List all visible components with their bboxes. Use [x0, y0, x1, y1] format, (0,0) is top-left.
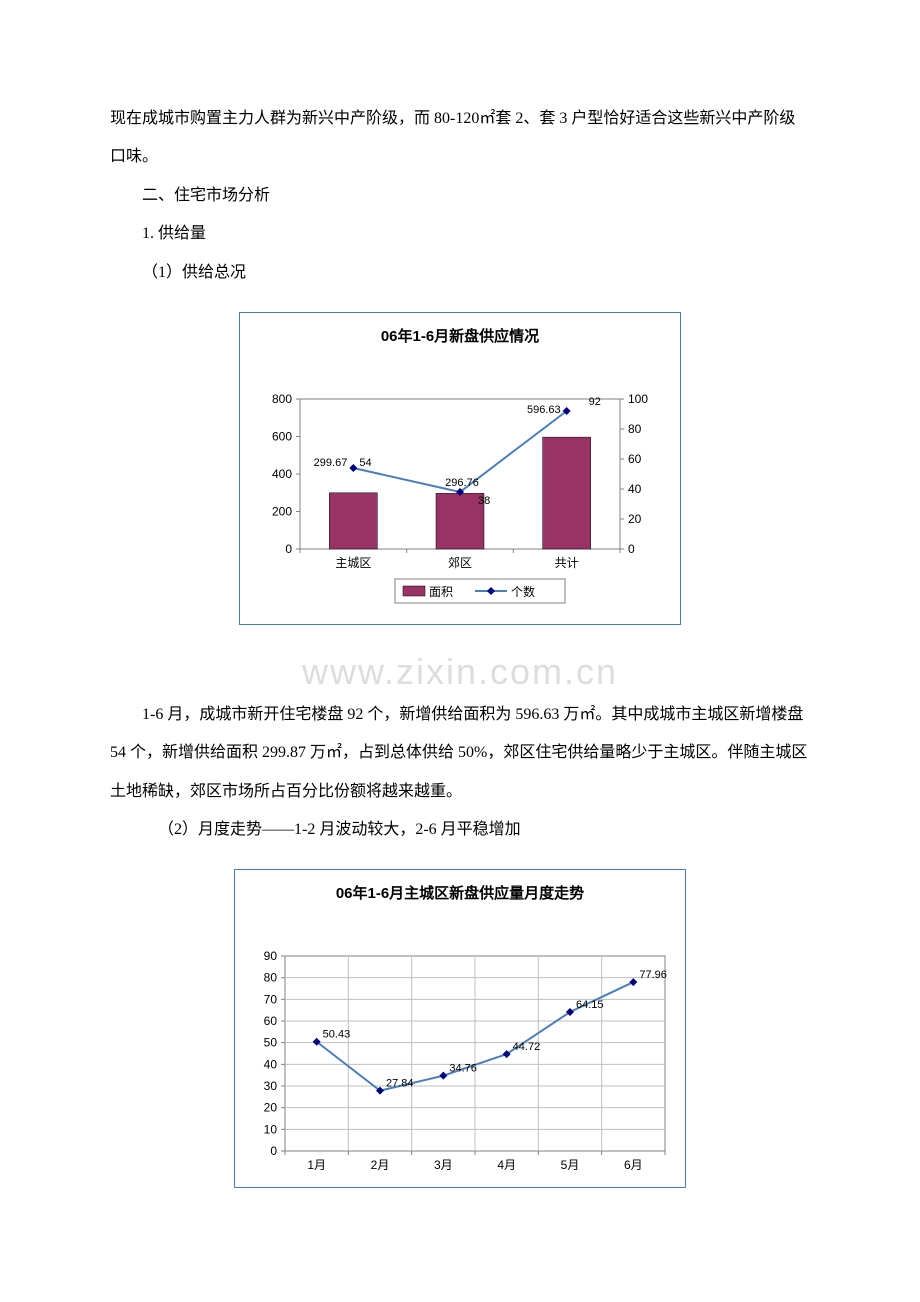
svg-text:60: 60 — [628, 452, 642, 466]
svg-text:20: 20 — [628, 512, 642, 526]
svg-text:800: 800 — [272, 392, 292, 406]
svg-text:40: 40 — [264, 1058, 278, 1072]
svg-text:20: 20 — [264, 1101, 278, 1115]
svg-text:54: 54 — [359, 457, 371, 469]
svg-text:40: 40 — [628, 482, 642, 496]
svg-text:596.63: 596.63 — [527, 404, 561, 416]
svg-text:296.76: 296.76 — [445, 477, 479, 489]
chart2-svg: 0 10 20 30 40 50 60 70 80 90 1月 2月 3月 4月 5月 6月 50.43 27.8… — [235, 916, 685, 1171]
svg-text:299.67: 299.67 — [314, 457, 348, 469]
svg-text:3月: 3月 — [434, 1158, 453, 1171]
chart1-title: 06年1-6月新盘供应情况 — [240, 313, 680, 359]
svg-text:10: 10 — [264, 1123, 278, 1137]
svg-text:郊区: 郊区 — [448, 556, 472, 570]
chart1-box: 06年1-6月新盘供应情况 0 200 400 600 800 0 20 40 60 80 100 主… — [239, 312, 681, 625]
svg-text:0: 0 — [270, 1144, 277, 1158]
paragraph-1: 现在成城市购置主力人群为新兴中产阶级，而 80-120㎡套 2、套 3 户型恰好… — [110, 100, 810, 177]
svg-text:30: 30 — [264, 1079, 278, 1093]
chart2-title: 06年1-6月主城区新盘供应量月度走势 — [235, 870, 685, 916]
heading-supply-overview: （1）供给总况 — [110, 254, 810, 292]
svg-text:64.15: 64.15 — [576, 999, 604, 1011]
chart2-box: 06年1-6月主城区新盘供应量月度走势 0 10 20 30 40 50 60 70 80 90 1… — [234, 869, 686, 1187]
heading-section-2: 二、住宅市场分析 — [110, 177, 810, 215]
svg-text:4月: 4月 — [497, 1158, 516, 1171]
svg-text:80: 80 — [264, 971, 278, 985]
svg-text:34.76: 34.76 — [449, 1063, 477, 1075]
chart1-svg: 0 200 400 600 800 0 20 40 60 80 100 主城区 郊区 共计 299.67 54… — [240, 359, 680, 609]
svg-text:6月: 6月 — [624, 1158, 643, 1171]
watermark-text: www.zixin.com.cn — [110, 629, 810, 715]
svg-text:60: 60 — [264, 1014, 278, 1028]
svg-text:70: 70 — [264, 993, 278, 1007]
svg-text:主城区: 主城区 — [335, 556, 371, 570]
chart2-container: 06年1-6月主城区新盘供应量月度走势 0 10 20 30 40 50 60 70 80 90 1… — [110, 869, 810, 1187]
svg-text:92: 92 — [589, 396, 601, 408]
svg-text:100: 100 — [628, 392, 648, 406]
heading-supply: 1. 供给量 — [110, 215, 810, 253]
chart1-container: 06年1-6月新盘供应情况 0 200 400 600 800 0 20 40 60 80 100 主… — [110, 312, 810, 625]
svg-text:27.84: 27.84 — [386, 1078, 414, 1090]
svg-text:50.43: 50.43 — [323, 1029, 351, 1041]
svg-text:共计: 共计 — [555, 556, 579, 570]
svg-text:0: 0 — [285, 542, 292, 556]
svg-text:600: 600 — [272, 429, 292, 443]
svg-text:50: 50 — [264, 1036, 278, 1050]
svg-text:面积: 面积 — [429, 585, 453, 599]
svg-text:400: 400 — [272, 467, 292, 481]
svg-text:0: 0 — [628, 542, 635, 556]
svg-text:5月: 5月 — [561, 1158, 580, 1171]
svg-text:38: 38 — [478, 495, 490, 507]
svg-text:44.72: 44.72 — [513, 1041, 541, 1053]
heading-monthly-trend: （2）月度走势——1-2 月波动较大，2-6 月平稳增加 — [110, 811, 810, 849]
svg-text:77.96: 77.96 — [639, 969, 667, 981]
svg-text:1月: 1月 — [307, 1158, 326, 1171]
svg-text:个数: 个数 — [511, 584, 535, 599]
svg-text:2月: 2月 — [371, 1158, 390, 1171]
svg-text:80: 80 — [628, 422, 642, 436]
svg-text:200: 200 — [272, 504, 292, 518]
document-page: 现在成城市购置主力人群为新兴中产阶级，而 80-120㎡套 2、套 3 户型恰好… — [0, 0, 920, 1258]
svg-text:90: 90 — [264, 949, 278, 963]
